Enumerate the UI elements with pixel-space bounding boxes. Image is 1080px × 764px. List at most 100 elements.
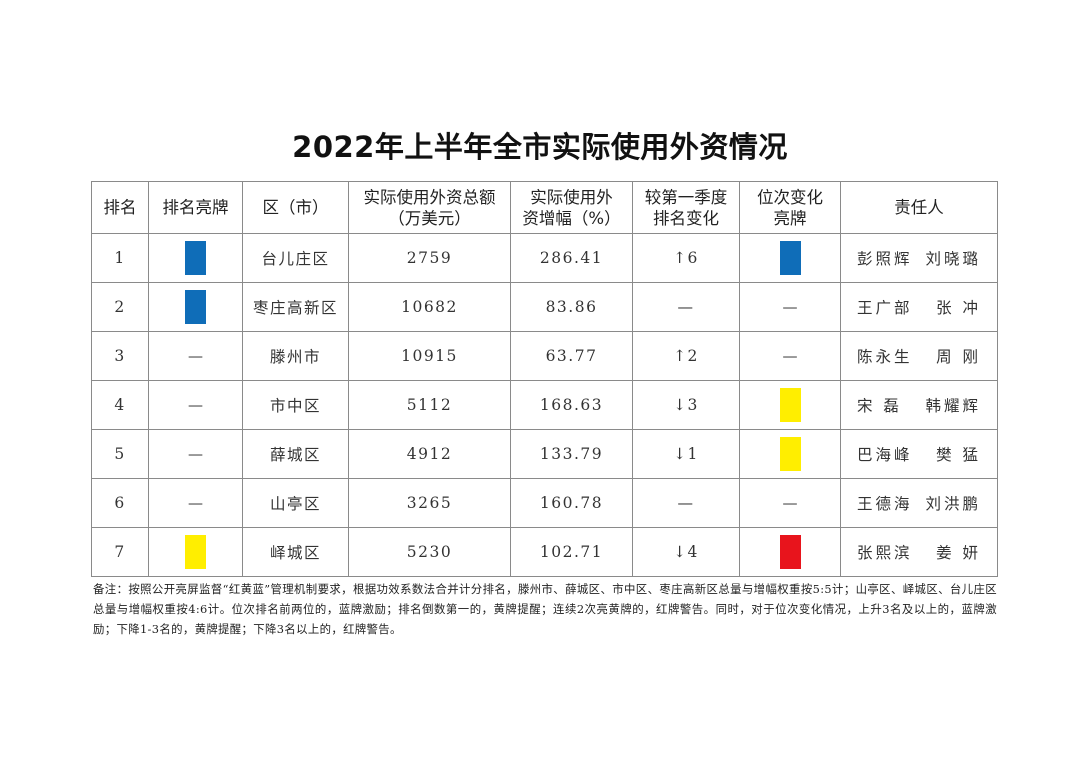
cell-rank-change: ↑6	[632, 233, 740, 283]
cell-total: 5230	[348, 527, 511, 577]
cell-growth: 63.77	[510, 331, 633, 381]
header-position-badge-line2: 亮牌	[773, 208, 807, 228]
responsible-person-2: 姜 妍	[936, 544, 981, 562]
cell-rank-badge	[148, 527, 243, 577]
cell-district: 台儿庄区	[242, 233, 349, 283]
header-growth-line1: 实际使用外	[530, 187, 613, 207]
header-rank-change-line2: 排名变化	[653, 208, 719, 228]
cell-responsible: 巴海峰 樊 猛	[840, 429, 998, 479]
responsible-person-2: 周 刚	[936, 348, 981, 366]
empty-dash: —	[188, 396, 203, 414]
cell-growth: 133.79	[510, 429, 633, 479]
empty-dash: —	[782, 347, 798, 365]
header-position-badge: 位次变化 亮牌	[739, 181, 841, 234]
cell-growth: 286.41	[510, 233, 633, 283]
responsible-person-1: 陈永生	[857, 348, 913, 366]
cell-rank-change: —	[632, 478, 740, 528]
table-row: 5 — 薛城区 4912 133.79 ↓1 巴海峰 樊 猛	[91, 429, 998, 479]
responsible-names: 陈永生 周 刚	[857, 345, 981, 367]
footnote: 备注：按照公开亮屏监督“红黄蓝”管理机制要求，根据功效系数法合并计分排名，滕州市…	[93, 582, 997, 636]
cell-position-badge	[739, 527, 841, 577]
responsible-person-2: 樊 猛	[936, 446, 981, 464]
header-responsible: 责任人	[840, 181, 998, 234]
header-total: 实际使用外资总额 （万美元）	[348, 181, 511, 234]
page-title: 2022年上半年全市实际使用外资情况	[292, 130, 788, 164]
cell-rank: 5	[91, 429, 149, 479]
responsible-names: 王广部 张 冲	[857, 296, 981, 318]
cell-rank: 6	[91, 478, 149, 528]
header-district: 区（市）	[242, 181, 349, 234]
yellow-card-badge	[185, 535, 206, 569]
responsible-person-1: 彭照辉	[857, 250, 913, 268]
cell-responsible: 宋 磊 韩耀辉	[840, 380, 998, 430]
cell-rank: 7	[91, 527, 149, 577]
cell-rank: 4	[91, 380, 149, 430]
cell-position-badge: —	[739, 282, 841, 332]
cell-total: 5112	[348, 380, 511, 430]
cell-rank-change: ↓4	[632, 527, 740, 577]
empty-dash: —	[782, 298, 798, 316]
cell-total: 3265	[348, 478, 511, 528]
red-card-badge	[779, 535, 801, 569]
table-header-row: 排名 排名亮牌 区（市） 实际使用外资总额 （万美元） 实际使用外 资增幅（%）…	[91, 181, 998, 234]
responsible-person-1: 张熙滨	[857, 544, 913, 562]
blue-card-badge	[185, 290, 206, 324]
cell-rank-change: —	[632, 282, 740, 332]
empty-dash: —	[188, 445, 203, 463]
responsible-person-1: 巴海峰	[857, 446, 913, 464]
cell-district: 滕州市	[242, 331, 349, 381]
responsible-person-2: 张 冲	[936, 299, 981, 317]
cell-position-badge: —	[739, 478, 841, 528]
responsible-person-2: 刘晓璐	[925, 250, 981, 268]
cell-district: 山亭区	[242, 478, 349, 528]
header-total-line1: 实际使用外资总额	[363, 187, 496, 207]
blue-card-badge	[779, 241, 801, 275]
cell-responsible: 张熙滨 姜 妍	[840, 527, 998, 577]
cell-rank: 1	[91, 233, 149, 283]
yellow-card-badge	[779, 437, 801, 471]
cell-position-badge	[739, 233, 841, 283]
header-rank: 排名	[91, 181, 149, 234]
table-row: 4 — 市中区 5112 168.63 ↓3 宋 磊 韩耀辉	[91, 380, 998, 430]
table-body: 1 台儿庄区 2759 286.41 ↑6 彭照辉 刘晓璐 2 枣庄高新区 10682 83.86—…	[91, 233, 998, 577]
cell-rank: 2	[91, 282, 149, 332]
header-position-badge-line1: 位次变化	[757, 187, 823, 207]
table-row: 2 枣庄高新区 10682 83.86— — 王广部张 冲	[91, 282, 998, 332]
cell-growth: 83.86	[510, 282, 633, 332]
yellow-card-badge	[779, 388, 801, 422]
cell-position-badge	[739, 380, 841, 430]
responsible-names: 王德海 刘洪鹏	[857, 492, 981, 514]
cell-total: 10915	[348, 331, 511, 381]
empty-dash: —	[188, 494, 203, 512]
table-row: 3 — 滕州市 10915 63.77 ↑2 — 陈永生 周 刚	[91, 331, 998, 381]
cell-rank-badge: —	[148, 380, 243, 430]
cell-district: 枣庄高新区	[242, 282, 349, 332]
cell-rank-badge: —	[148, 478, 243, 528]
responsible-names: 巴海峰 樊 猛	[857, 443, 981, 465]
cell-rank-badge	[148, 233, 243, 283]
responsible-person-1: 王广部	[857, 299, 913, 317]
table-row: 1 台儿庄区 2759 286.41 ↑6 彭照辉 刘晓璐	[91, 233, 998, 283]
empty-dash: —	[188, 347, 203, 365]
cell-total: 10682	[348, 282, 511, 332]
header-rank-change: 较第一季度 排名变化	[632, 181, 740, 234]
cell-rank-badge: —	[148, 429, 243, 479]
header-growth: 实际使用外 资增幅（%）	[510, 181, 633, 234]
cell-rank-change: ↓1	[632, 429, 740, 479]
responsible-names: 宋 磊 韩耀辉	[857, 394, 981, 416]
header-total-line2: （万美元）	[388, 208, 471, 228]
header-rank-change-line1: 较第一季度	[644, 187, 728, 207]
cell-rank: 3	[91, 331, 149, 381]
fdi-ranking-table: 排名 排名亮牌 区（市） 实际使用外资总额 （万美元） 实际使用外 资增幅（%）…	[91, 181, 998, 577]
cell-position-badge: —	[739, 331, 841, 381]
cell-growth: 102.71	[510, 527, 633, 577]
responsible-person-1: 王德海	[857, 495, 913, 513]
header-rank-badge: 排名亮牌	[148, 181, 243, 234]
cell-district: 峄城区	[242, 527, 349, 577]
blue-card-badge	[185, 241, 206, 275]
cell-rank-change: ↓3	[632, 380, 740, 430]
cell-total: 2759	[348, 233, 511, 283]
table-row: 7 峄城区 5230 102.71 ↓4 张熙滨 姜 妍	[91, 527, 998, 577]
empty-dash: —	[782, 494, 798, 512]
cell-growth: 168.63	[510, 380, 633, 430]
